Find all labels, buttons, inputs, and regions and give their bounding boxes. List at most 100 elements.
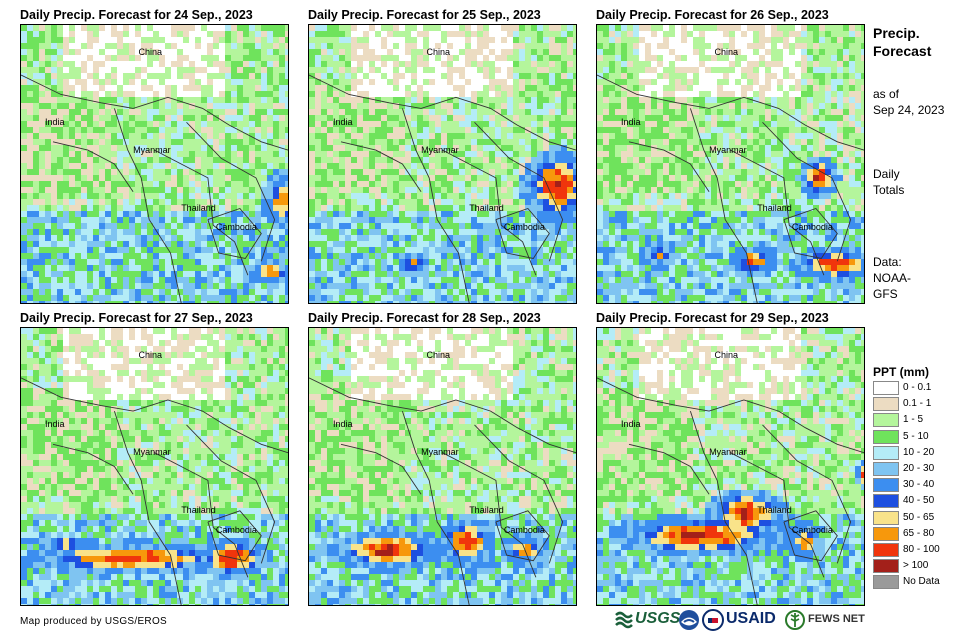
- country-label-thailand: Thailand: [469, 202, 504, 213]
- panel-title-4: Daily Precip. Forecast for 27 Sep., 2023: [20, 311, 253, 325]
- legend-label: 20 - 30: [903, 463, 935, 474]
- precip-field: [309, 328, 576, 605]
- legend-item: 20 - 30: [873, 462, 967, 476]
- country-label-myanmar: Myanmar: [709, 144, 747, 155]
- usaid-seal-icon: [702, 609, 724, 631]
- legend-item: 50 - 65: [873, 510, 967, 525]
- precip-field: [21, 25, 288, 303]
- legend-label: 5 - 10: [903, 430, 929, 442]
- legend-swatch: [873, 478, 899, 493]
- legend-item: 65 - 80: [873, 526, 967, 541]
- country-label-thailand: Thailand: [181, 505, 216, 516]
- asof-line1: as of: [873, 87, 900, 101]
- country-label-myanmar: Myanmar: [421, 144, 459, 155]
- legend-swatch: [873, 429, 899, 444]
- legend-label: No Data: [903, 576, 940, 588]
- country-label-thailand: Thailand: [469, 505, 504, 516]
- data-line3: GFS: [873, 287, 898, 301]
- precip-field: [21, 328, 288, 605]
- country-label-myanmar: Myanmar: [133, 144, 171, 155]
- country-label-thailand: Thailand: [757, 505, 792, 516]
- fewsnet-leaf-icon: [785, 610, 805, 630]
- totals-line1: Daily: [873, 167, 900, 181]
- totals-line2: Totals: [873, 183, 905, 197]
- country-label-thailand: Thailand: [757, 202, 792, 213]
- fewsnet-logo-text: FEWS NET: [808, 613, 865, 625]
- country-label-myanmar: Myanmar: [709, 447, 747, 458]
- side-title: Precip. Forecast: [873, 24, 931, 60]
- legend-item: 1 - 5: [873, 413, 967, 428]
- legend-label: 80 - 100: [903, 544, 940, 555]
- legend-label: 50 - 65: [903, 511, 935, 523]
- forecast-map-4: China India Myanmar Thailand Cambodia: [20, 327, 289, 606]
- country-label-cambodia: Cambodia: [503, 524, 545, 535]
- panel-title-6: Daily Precip. Forecast for 29 Sep., 2023: [596, 311, 829, 325]
- country-label-cambodia: Cambodia: [215, 222, 257, 233]
- legend-item: 10 - 20: [873, 445, 967, 460]
- usgs-wave-icon: [615, 611, 633, 629]
- legend-item: No Data: [873, 575, 967, 590]
- side-title-line1: Precip.: [873, 25, 920, 41]
- legend-item: > 100: [873, 559, 967, 574]
- country-label-china: China: [426, 350, 450, 361]
- asof-line2: Sep 24, 2023: [873, 103, 945, 117]
- data-line1: Data:: [873, 255, 902, 269]
- country-label-india: India: [621, 419, 641, 430]
- forecast-map-6: China India Myanmar Thailand Cambodia: [596, 327, 865, 606]
- country-label-india: India: [621, 116, 641, 127]
- legend-label: 30 - 40: [903, 479, 935, 491]
- country-label-china: China: [138, 47, 162, 58]
- precip-field: [309, 25, 576, 303]
- usgs-logo-text: USGS: [635, 610, 681, 627]
- legend-swatch: [873, 397, 899, 412]
- legend-label: > 100: [903, 560, 929, 572]
- country-label-cambodia: Cambodia: [791, 222, 833, 233]
- precip-field: [597, 25, 864, 303]
- legend-item: 5 - 10: [873, 429, 967, 444]
- country-label-myanmar: Myanmar: [421, 447, 459, 458]
- legend-swatch: [873, 526, 899, 541]
- country-label-cambodia: Cambodia: [215, 524, 257, 535]
- side-title-line2: Forecast: [873, 43, 932, 59]
- legend-item: 0 - 0.1: [873, 381, 967, 395]
- totals-text: Daily Totals: [873, 166, 904, 198]
- country-label-india: India: [45, 116, 65, 127]
- country-label-cambodia: Cambodia: [791, 524, 833, 535]
- data-line2: NOAA-: [873, 271, 912, 285]
- credit-text: Map produced by USGS/EROS: [20, 616, 168, 627]
- usaid-logo-text: USAID: [726, 610, 776, 627]
- legend-swatch: [873, 445, 899, 460]
- forecast-map-5: China India Myanmar Thailand Cambodia: [308, 327, 577, 606]
- forecast-map-2: China India Myanmar Thailand Cambodia: [308, 24, 577, 304]
- panel-title-3: Daily Precip. Forecast for 26 Sep., 2023: [596, 8, 829, 22]
- legend-swatch: [873, 510, 899, 525]
- country-label-india: India: [333, 419, 353, 430]
- asof-text: as of Sep 24, 2023: [873, 86, 944, 118]
- legend-label: 65 - 80: [903, 527, 935, 539]
- country-label-india: India: [45, 419, 65, 430]
- legend-swatch: [873, 575, 899, 590]
- legend-swatch: [873, 559, 899, 574]
- data-source-text: Data: NOAA- GFS: [873, 254, 911, 302]
- country-label-china: China: [714, 350, 738, 361]
- legend-label: 10 - 20: [903, 446, 935, 458]
- country-label-thailand: Thailand: [181, 202, 216, 213]
- forecast-map-1: China India Myanmar Thailand Cambodia: [20, 24, 289, 304]
- legend-item: 0.1 - 1: [873, 397, 967, 412]
- panel-title-2: Daily Precip. Forecast for 25 Sep., 2023: [308, 8, 541, 22]
- country-label-china: China: [426, 47, 450, 58]
- legend-label: 1 - 5: [903, 414, 924, 426]
- forecast-map-3: China India Myanmar Thailand Cambodia: [596, 24, 865, 304]
- legend-swatch: [873, 413, 899, 428]
- legend-label: 0 - 0.1: [903, 382, 932, 393]
- panel-title-1: Daily Precip. Forecast for 24 Sep., 2023: [20, 8, 253, 22]
- country-label-cambodia: Cambodia: [503, 222, 545, 233]
- legend-swatch: [873, 462, 899, 476]
- legend-label: 40 - 50: [903, 495, 935, 507]
- legend-swatch: [873, 381, 899, 395]
- country-label-myanmar: Myanmar: [133, 447, 171, 458]
- country-label-china: China: [138, 350, 162, 361]
- legend-item: 80 - 100: [873, 543, 967, 557]
- panel-title-5: Daily Precip. Forecast for 28 Sep., 2023: [308, 311, 541, 325]
- legend-title: PPT (mm): [873, 365, 930, 379]
